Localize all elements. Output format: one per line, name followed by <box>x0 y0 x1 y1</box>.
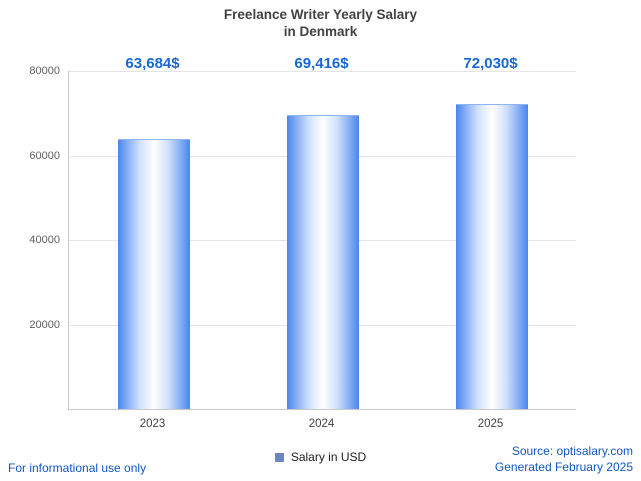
bar-value-label: 69,416$ <box>294 55 349 72</box>
bar-value-label: 72,030$ <box>463 55 518 72</box>
chart-title: Freelance Writer Yearly Salary in Denmar… <box>0 6 641 40</box>
legend-swatch <box>274 452 284 462</box>
generated-date: Generated February 2025 <box>494 460 633 474</box>
chart-title-line1: Freelance Writer Yearly Salary <box>223 7 418 22</box>
source-info: Source: optisalary.com Generated Februar… <box>495 443 633 475</box>
bar-2024 <box>286 114 359 409</box>
x-tick-label: 2023 <box>139 418 166 430</box>
grid-line <box>69 71 576 72</box>
source-link[interactable]: Source: optisalary.com <box>511 444 633 458</box>
y-tick-label: 80000 <box>29 65 60 77</box>
legend-label: Salary in USD <box>290 450 367 464</box>
y-tick-label: 60000 <box>29 149 60 162</box>
y-tick-label: 40000 <box>29 234 60 246</box>
x-tick-label: 2025 <box>477 418 504 430</box>
bar-value-label: 63,684$ <box>125 55 180 72</box>
bar-2023 <box>117 138 190 409</box>
y-tick-label: 20000 <box>29 318 60 331</box>
chart-title-line2: in Denmark <box>283 24 358 39</box>
disclaimer-text: For informational use only <box>8 461 147 475</box>
x-tick-label: 2024 <box>308 418 335 430</box>
plot-area <box>68 71 576 410</box>
bar-2025 <box>455 103 528 409</box>
legend: Salary in USD <box>0 450 641 464</box>
